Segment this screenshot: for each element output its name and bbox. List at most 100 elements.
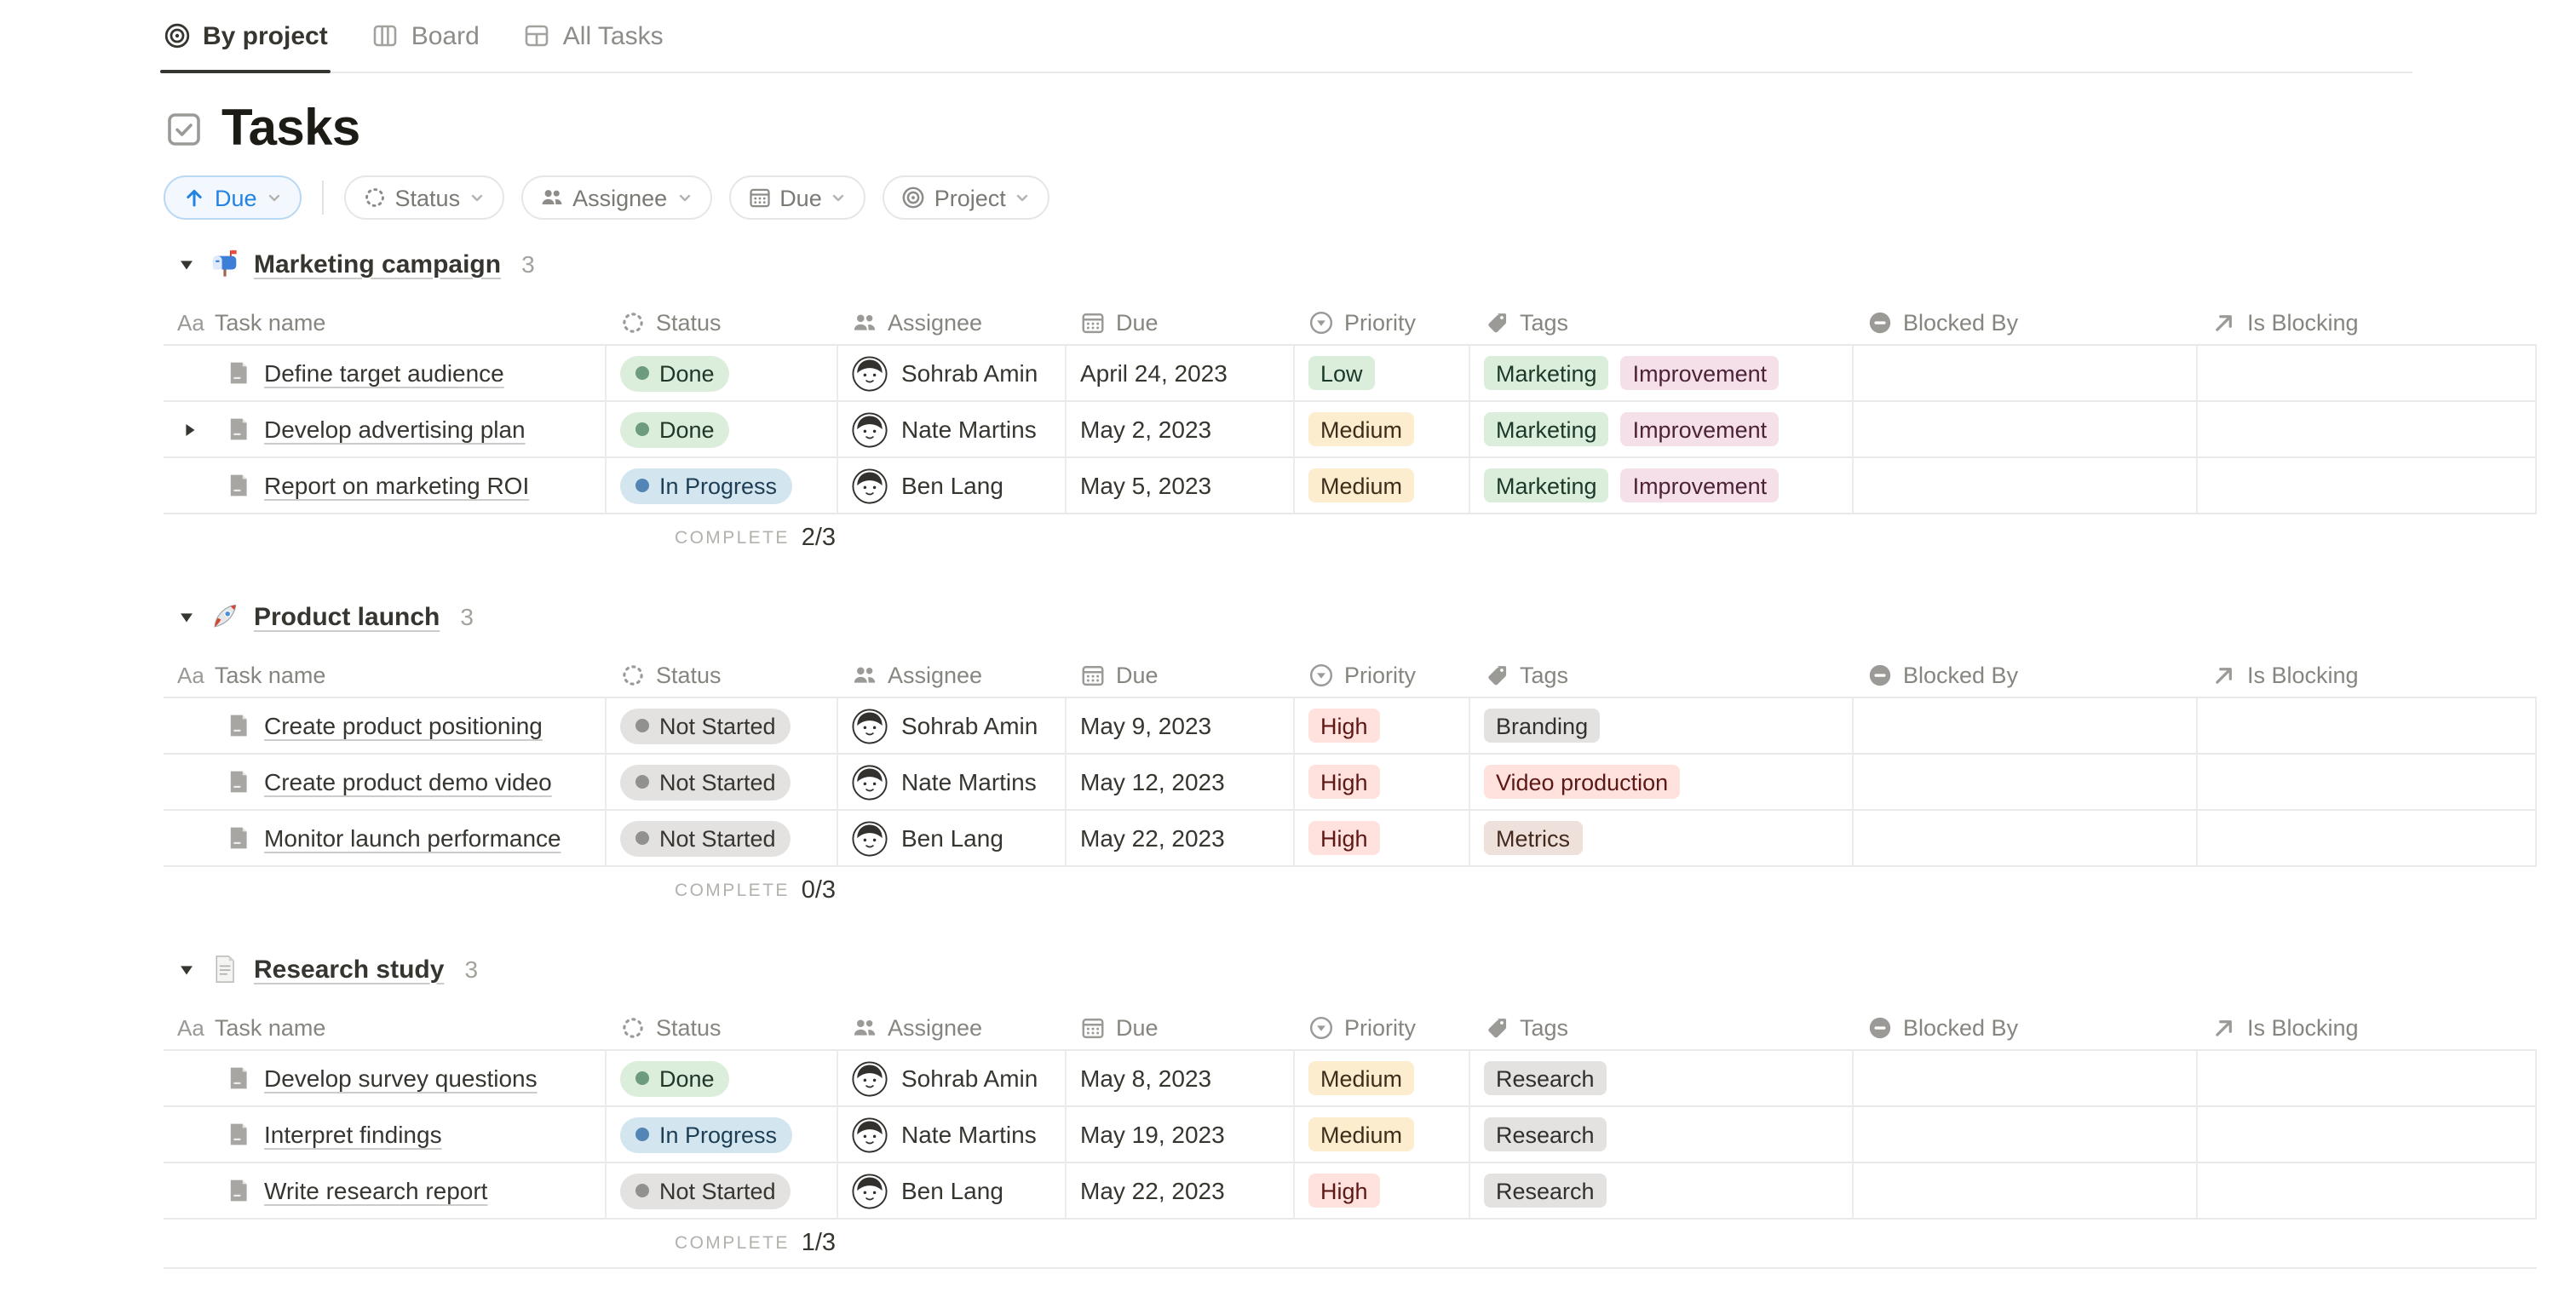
status-pill[interactable]: Not Started	[620, 764, 791, 800]
priority-chip[interactable]: Medium	[1308, 1117, 1415, 1151]
task-name-cell[interactable]: Write research report	[164, 1163, 607, 1218]
group-collapse-toggle-icon[interactable]	[177, 960, 196, 979]
column-header-task-name[interactable]: Aa Task name	[164, 1005, 607, 1049]
tag-chip[interactable]: Research	[1484, 1117, 1607, 1151]
due-date-cell[interactable]: May 2, 2023	[1067, 402, 1295, 456]
due-date-cell[interactable]: May 12, 2023	[1067, 755, 1295, 809]
tags-cell[interactable]: Marketing Improvement	[1470, 346, 1854, 400]
priority-chip[interactable]: High	[1308, 709, 1380, 743]
column-header-due[interactable]: Due	[1067, 652, 1295, 697]
blocked-by-cell[interactable]	[1854, 402, 2198, 456]
due-date-cell[interactable]: May 22, 2023	[1067, 811, 1295, 865]
blocked-by-cell[interactable]	[1854, 698, 2198, 753]
task-name[interactable]: Develop survey questions	[264, 1065, 538, 1092]
sort-pill-due[interactable]: Due	[164, 175, 302, 220]
column-header-due[interactable]: Due	[1067, 300, 1295, 344]
complete-aggregate-row[interactable]: COMPLETE 0/3	[164, 867, 2537, 915]
is-blocking-cell[interactable]	[2198, 346, 2537, 400]
priority-cell[interactable]: High	[1295, 755, 1470, 809]
group-collapse-toggle-icon[interactable]	[177, 607, 196, 626]
tag-chip[interactable]: Metrics	[1484, 821, 1582, 855]
priority-cell[interactable]: Medium	[1295, 402, 1470, 456]
tag-chip[interactable]: Research	[1484, 1061, 1607, 1095]
is-blocking-cell[interactable]	[2198, 458, 2537, 513]
task-name-cell[interactable]: Interpret findings	[164, 1107, 607, 1162]
blocked-by-cell[interactable]	[1854, 755, 2198, 809]
column-header-blocked-by[interactable]: Blocked By	[1854, 652, 2198, 697]
filter-pill-due[interactable]: Due	[728, 175, 866, 220]
status-cell[interactable]: Not Started	[607, 811, 838, 865]
task-name-cell[interactable]: Develop survey questions	[164, 1051, 607, 1105]
column-header-tags[interactable]: Tags	[1470, 652, 1854, 697]
column-header-blocked-by[interactable]: Blocked By	[1854, 1005, 2198, 1049]
assignee-cell[interactable]: Sohrab Amin	[838, 1051, 1067, 1105]
task-name[interactable]: Report on marketing ROI	[264, 472, 530, 499]
due-date-cell[interactable]: May 9, 2023	[1067, 698, 1295, 753]
column-header-priority[interactable]: Priority	[1295, 1005, 1470, 1049]
status-pill[interactable]: Done	[620, 411, 730, 447]
task-name-cell[interactable]: Monitor launch performance	[164, 811, 607, 865]
status-cell[interactable]: Done	[607, 1051, 838, 1105]
priority-chip[interactable]: Medium	[1308, 412, 1415, 446]
tags-cell[interactable]: Metrics	[1470, 811, 1854, 865]
column-header-task-name[interactable]: Aa Task name	[164, 300, 607, 344]
column-header-tags[interactable]: Tags	[1470, 300, 1854, 344]
priority-chip[interactable]: High	[1308, 765, 1380, 799]
tag-chip[interactable]: Video production	[1484, 765, 1681, 799]
group-title[interactable]: Marketing campaign	[254, 250, 502, 278]
page-title[interactable]: Tasks	[221, 100, 360, 157]
priority-chip[interactable]: Medium	[1308, 468, 1415, 502]
tag-chip[interactable]: Improvement	[1620, 412, 1780, 446]
assignee-cell[interactable]: Nate Martins	[838, 1107, 1067, 1162]
tag-chip[interactable]: Improvement	[1620, 356, 1780, 390]
priority-cell[interactable]: Medium	[1295, 1107, 1470, 1162]
filter-pill-status[interactable]: Status	[343, 175, 505, 220]
is-blocking-cell[interactable]	[2198, 698, 2537, 753]
blocked-by-cell[interactable]	[1854, 811, 2198, 865]
column-header-priority[interactable]: Priority	[1295, 300, 1470, 344]
column-header-status[interactable]: Status	[607, 1005, 838, 1049]
column-header-assignee[interactable]: Assignee	[838, 652, 1067, 697]
task-name[interactable]: Write research report	[264, 1177, 488, 1204]
priority-chip[interactable]: High	[1308, 1174, 1380, 1208]
status-pill[interactable]: Not Started	[620, 708, 791, 743]
tags-cell[interactable]: Marketing Improvement	[1470, 402, 1854, 456]
filter-pill-assignee[interactable]: Assignee	[521, 175, 712, 220]
due-date-cell[interactable]: May 8, 2023	[1067, 1051, 1295, 1105]
task-name-cell[interactable]: Create product positioning	[164, 698, 607, 753]
column-header-tags[interactable]: Tags	[1470, 1005, 1854, 1049]
blocked-by-cell[interactable]	[1854, 1051, 2198, 1105]
status-cell[interactable]: Not Started	[607, 698, 838, 753]
tag-chip[interactable]: Research	[1484, 1174, 1607, 1208]
tab-board[interactable]: Board	[372, 0, 480, 72]
status-pill[interactable]: In Progress	[620, 1116, 793, 1152]
due-date-cell[interactable]: May 19, 2023	[1067, 1107, 1295, 1162]
assignee-cell[interactable]: Nate Martins	[838, 755, 1067, 809]
column-header-is-blocking[interactable]: Is Blocking	[2198, 1005, 2537, 1049]
priority-cell[interactable]: Medium	[1295, 458, 1470, 513]
status-cell[interactable]: In Progress	[607, 458, 838, 513]
status-cell[interactable]: Done	[607, 346, 838, 400]
priority-cell[interactable]: Medium	[1295, 1051, 1470, 1105]
task-name[interactable]: Develop advertising plan	[264, 416, 526, 443]
priority-cell[interactable]: High	[1295, 811, 1470, 865]
tags-cell[interactable]: Marketing Improvement	[1470, 458, 1854, 513]
blocked-by-cell[interactable]	[1854, 458, 2198, 513]
is-blocking-cell[interactable]	[2198, 1107, 2537, 1162]
task-name[interactable]: Monitor launch performance	[264, 824, 561, 852]
assignee-cell[interactable]: Ben Lang	[838, 1163, 1067, 1218]
priority-cell[interactable]: Low	[1295, 346, 1470, 400]
assignee-cell[interactable]: Ben Lang	[838, 811, 1067, 865]
tags-cell[interactable]: Research	[1470, 1051, 1854, 1105]
task-name-cell[interactable]: Develop advertising plan	[164, 402, 607, 456]
tag-chip[interactable]: Branding	[1484, 709, 1601, 743]
is-blocking-cell[interactable]	[2198, 402, 2537, 456]
assignee-cell[interactable]: Sohrab Amin	[838, 346, 1067, 400]
is-blocking-cell[interactable]	[2198, 1163, 2537, 1218]
tags-cell[interactable]: Video production	[1470, 755, 1854, 809]
column-header-is-blocking[interactable]: Is Blocking	[2198, 300, 2537, 344]
task-name-cell[interactable]: Define target audience	[164, 346, 607, 400]
complete-aggregate-row[interactable]: COMPLETE 1/3	[164, 1220, 2537, 1267]
is-blocking-cell[interactable]	[2198, 811, 2537, 865]
assignee-cell[interactable]: Nate Martins	[838, 402, 1067, 456]
